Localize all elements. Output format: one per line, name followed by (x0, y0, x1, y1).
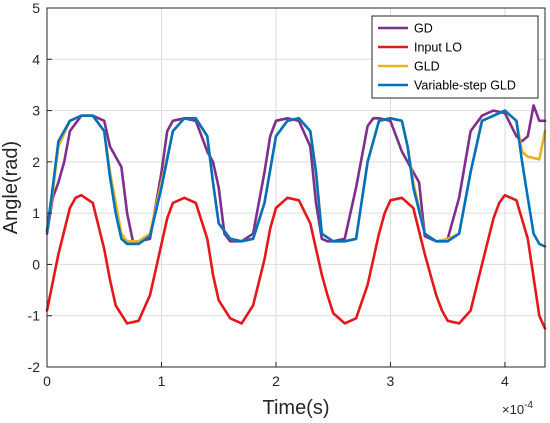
y-axis-label: Angle(rad) (0, 141, 22, 234)
series-line-variable-step-gld (45, 109, 547, 248)
legend: GD Input LO GLD Variable-step GLD (371, 15, 539, 99)
legend-label: Input LO (414, 41, 462, 55)
plot-frame (46, 7, 546, 368)
x-tick-label: 0 (43, 373, 51, 389)
y-tick-label: 0 (32, 256, 40, 272)
x-axis-exponent-base: ×10 (502, 402, 524, 417)
x-axis-exponent: ×10-4 (502, 400, 533, 417)
x-axis-exponent-power: -4 (524, 400, 533, 411)
x-tick-label: 2 (272, 373, 280, 389)
x-tick-label: 4 (501, 373, 509, 389)
y-tick-label: 4 (32, 51, 40, 67)
y-tick-label: 3 (32, 103, 40, 119)
x-tick-label: 1 (158, 373, 166, 389)
x-axis-label: Time(s) (262, 397, 329, 419)
y-tick-label: 1 (32, 205, 40, 221)
series-group (45, 104, 547, 330)
y-tick-label: -2 (28, 359, 41, 375)
legend-label: Variable-step GLD (414, 79, 516, 93)
legend-label: GLD (414, 60, 440, 74)
x-tick-label: 3 (387, 373, 395, 389)
series-line-gd (45, 104, 547, 243)
series-line-input-lo (45, 193, 547, 330)
y-tick-label: 5 (32, 0, 40, 16)
axis-ticks: -2 -1 0 1 2 3 4 5 0 1 2 3 4 (28, 0, 509, 389)
y-tick-label: -1 (28, 308, 41, 324)
legend-label: GD (414, 22, 433, 36)
y-tick-label: 2 (32, 154, 40, 170)
